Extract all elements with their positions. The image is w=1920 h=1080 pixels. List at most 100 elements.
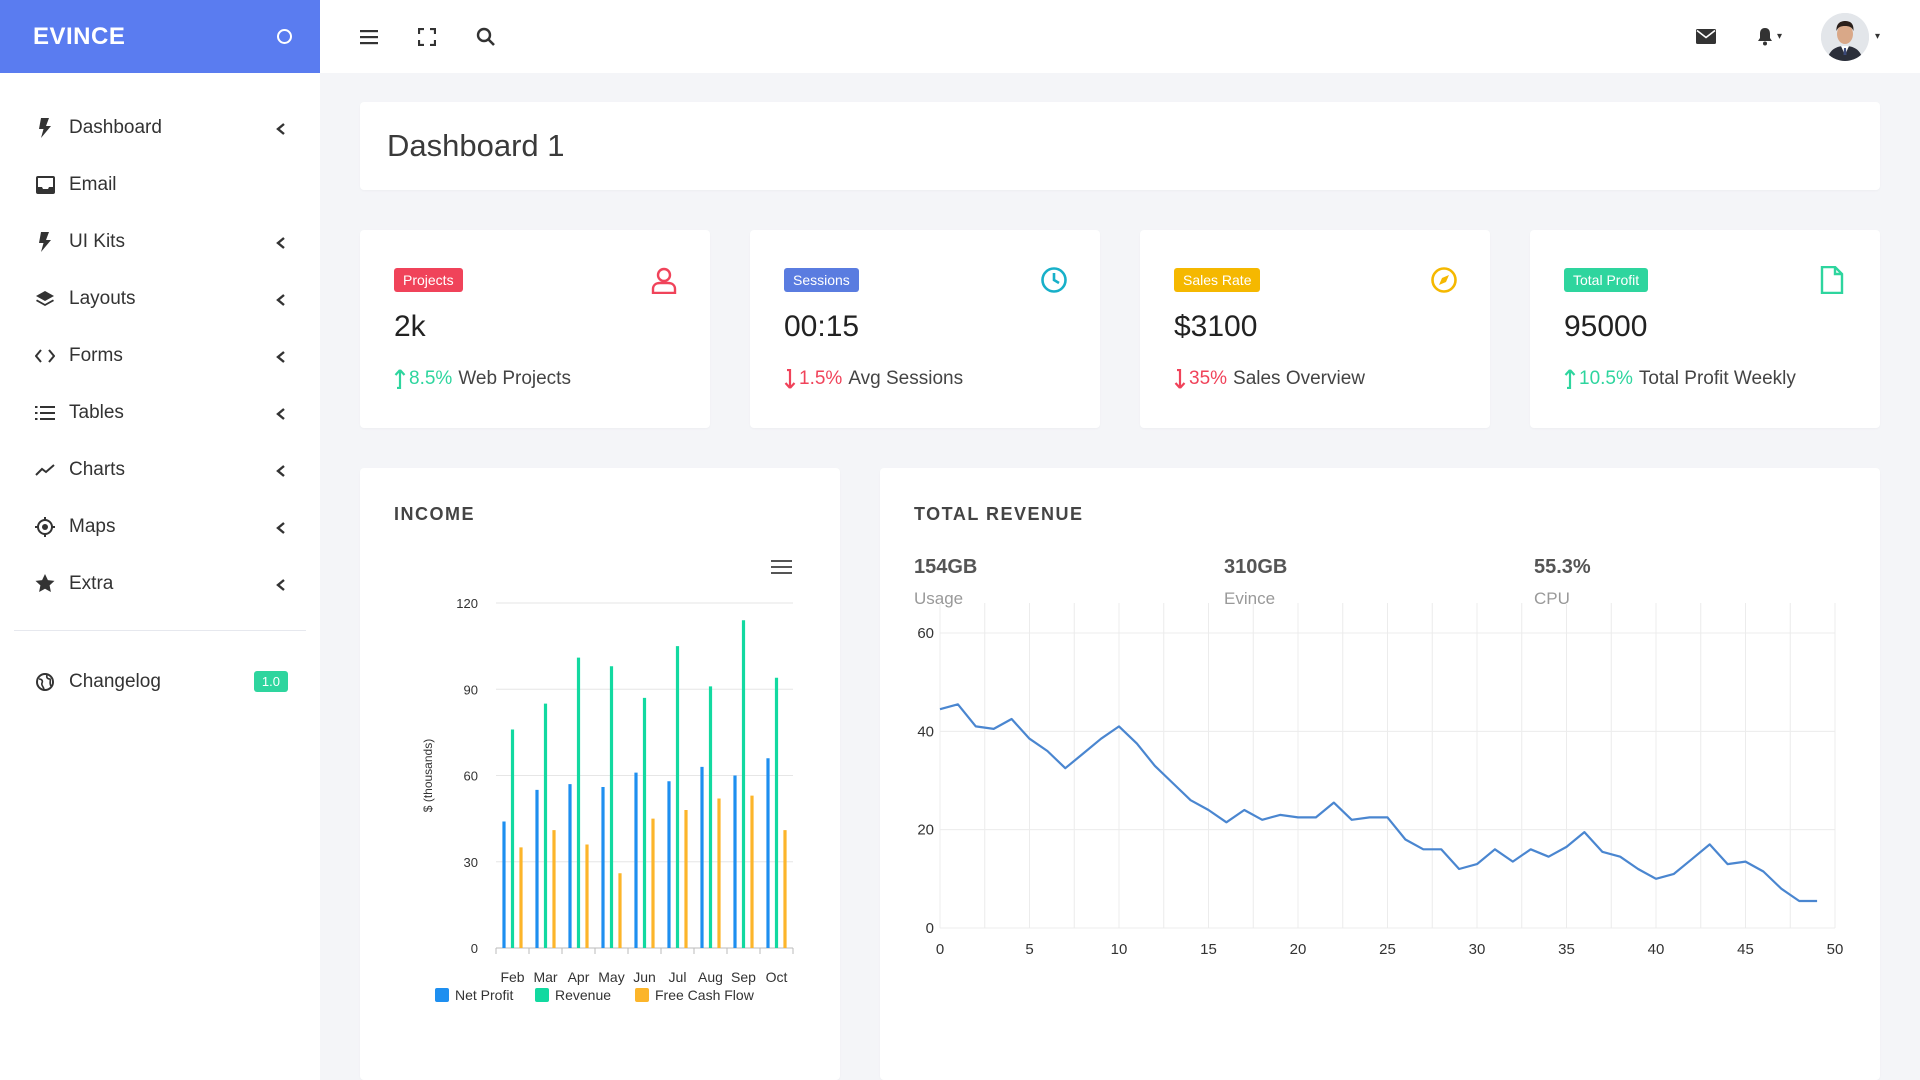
bar — [675, 646, 680, 948]
version-badge: 1.0 — [253, 671, 288, 692]
sidebar-item-forms[interactable]: Forms — [0, 327, 320, 384]
sidebar-item-ui-kits[interactable]: UI Kits — [0, 213, 320, 270]
stat-card-projects: Projects 2k 8.5% Web Projects — [360, 230, 710, 428]
user-icon — [650, 266, 678, 295]
legend-label: Free Cash Flow — [655, 987, 755, 1003]
legend-label: Net Profit — [455, 987, 513, 1003]
bar — [766, 758, 770, 948]
page-title: Dashboard 1 — [387, 128, 565, 163]
legend-swatch — [635, 988, 649, 1002]
revenue-stat-usage: 154GB Usage — [914, 556, 1224, 609]
chevron-left-icon — [276, 521, 288, 534]
y-tick-label: 90 — [464, 682, 478, 697]
bar — [510, 729, 515, 948]
chevron-left-icon — [276, 350, 288, 363]
stat-card-sales-rate: Sales Rate $3100 35% Sales Overview — [1140, 230, 1490, 428]
x-tick-label: 45 — [1737, 941, 1754, 958]
chevron-left-icon — [276, 293, 288, 306]
y-axis-label: $ (thousands) — [421, 739, 435, 812]
search-icon[interactable] — [474, 26, 496, 48]
arrow-down-icon — [784, 369, 799, 389]
stat-badge: Sales Rate — [1174, 268, 1261, 292]
stat-badge: Sessions — [784, 268, 859, 292]
chevron-down-icon: ▾ — [1776, 31, 1782, 42]
bar — [717, 798, 721, 948]
avatar[interactable] — [1820, 12, 1869, 61]
sidebar-item-dashboard[interactable]: Dashboard — [0, 99, 320, 156]
stat-label: Avg Sessions — [848, 368, 964, 389]
sidebar-item-extra[interactable]: Extra — [0, 555, 320, 612]
y-tick-label: 60 — [464, 769, 478, 784]
stat-value: 2k — [394, 310, 426, 343]
bar — [651, 818, 655, 948]
x-tick-label: 0 — [936, 941, 944, 958]
revenue-stat-label: Usage — [914, 589, 964, 608]
chart-legend: Net Profit Revenue Free Cash Flow — [435, 987, 755, 1003]
legend-item[interactable]: Free Cash Flow — [635, 987, 755, 1003]
bell-icon[interactable]: ▾ — [1751, 26, 1787, 48]
stat-badge: Total Profit — [1564, 268, 1649, 292]
sidebar-divider — [14, 630, 306, 631]
bar — [642, 697, 647, 948]
revenue-stats: 154GB Usage 310GB Evince 55.3% CPU — [914, 556, 1844, 609]
revenue-stat-evince: 310GB Evince — [1224, 556, 1534, 609]
chart-menu-icon[interactable] — [771, 560, 792, 574]
x-tick-label: 35 — [1558, 941, 1575, 958]
sidebar-item-email[interactable]: Email — [0, 156, 320, 213]
x-tick-label: Sep — [731, 969, 756, 985]
star-icon — [34, 573, 56, 595]
stat-percent: 35% — [1189, 368, 1228, 389]
total-revenue-title: TOTAL REVENUE — [914, 504, 1084, 524]
bar — [585, 844, 589, 948]
bar — [667, 781, 671, 948]
trend-icon — [34, 459, 56, 481]
bar — [684, 810, 688, 948]
sidebar-item-charts[interactable]: Charts — [0, 441, 320, 498]
bar — [601, 787, 605, 948]
stat-value: 00:15 — [784, 310, 860, 343]
y-tick-label: 30 — [464, 855, 478, 870]
target-icon — [34, 516, 56, 538]
sidebar-item-label: Extra — [69, 572, 114, 594]
income-title: INCOME — [394, 504, 475, 524]
bar — [774, 677, 779, 948]
sidebar-item-label: Forms — [69, 344, 123, 366]
fullscreen-icon[interactable] — [416, 26, 438, 48]
sidebar-menu: Dashboard Email UI Kits Layouts Forms Tables C… — [0, 73, 320, 612]
x-tick-label: Jun — [633, 969, 656, 985]
menu-icon[interactable] — [358, 26, 380, 48]
x-tick-label: 15 — [1200, 941, 1217, 958]
sidebar-toggle-icon[interactable] — [277, 29, 292, 44]
top-bar: ▾ ▾ — [320, 0, 1920, 73]
mail-icon[interactable] — [1695, 26, 1717, 48]
bar — [502, 821, 506, 948]
y-tick-label: 120 — [456, 596, 478, 611]
sidebar-item-tables[interactable]: Tables — [0, 384, 320, 441]
bar — [618, 873, 622, 948]
stat-footer: 10.5% Total Profit Weekly — [1564, 368, 1846, 390]
sidebar-item-layouts[interactable]: Layouts — [0, 270, 320, 327]
income-chart: 0 30 60 90 120 $ (thousands) Feb Mar Apr May Jun Ju… — [421, 560, 794, 1003]
chevron-left-icon — [276, 122, 288, 135]
stat-card-total-profit: Total Profit 95000 10.5% Total Profit We… — [1530, 230, 1880, 428]
bar — [733, 775, 737, 948]
arrow-down-icon — [1174, 369, 1189, 389]
bar — [568, 784, 572, 948]
file-icon — [1820, 265, 1848, 295]
user-menu[interactable]: ▾ — [1820, 12, 1880, 61]
legend-item[interactable]: Revenue — [535, 987, 611, 1003]
chevron-left-icon — [276, 407, 288, 420]
sidebar-item-label: Email — [69, 173, 117, 195]
revenue-stat-cpu: 55.3% CPU — [1534, 556, 1844, 609]
legend-label: Revenue — [555, 987, 611, 1003]
brand-logo[interactable]: EVINCE — [33, 22, 126, 50]
legend-item[interactable]: Net Profit — [435, 987, 513, 1003]
brand-bar: EVINCE — [0, 0, 320, 73]
bar — [741, 620, 746, 948]
y-tick-label: 40 — [917, 723, 934, 740]
stat-footer: 8.5% Web Projects — [394, 368, 676, 390]
bolt-icon — [34, 231, 56, 253]
sidebar-item-maps[interactable]: Maps — [0, 498, 320, 555]
sidebar-item-changelog[interactable]: Changelog 1.0 — [0, 653, 320, 710]
sidebar: Dashboard Email UI Kits Layouts Forms Tables C… — [0, 73, 320, 1080]
